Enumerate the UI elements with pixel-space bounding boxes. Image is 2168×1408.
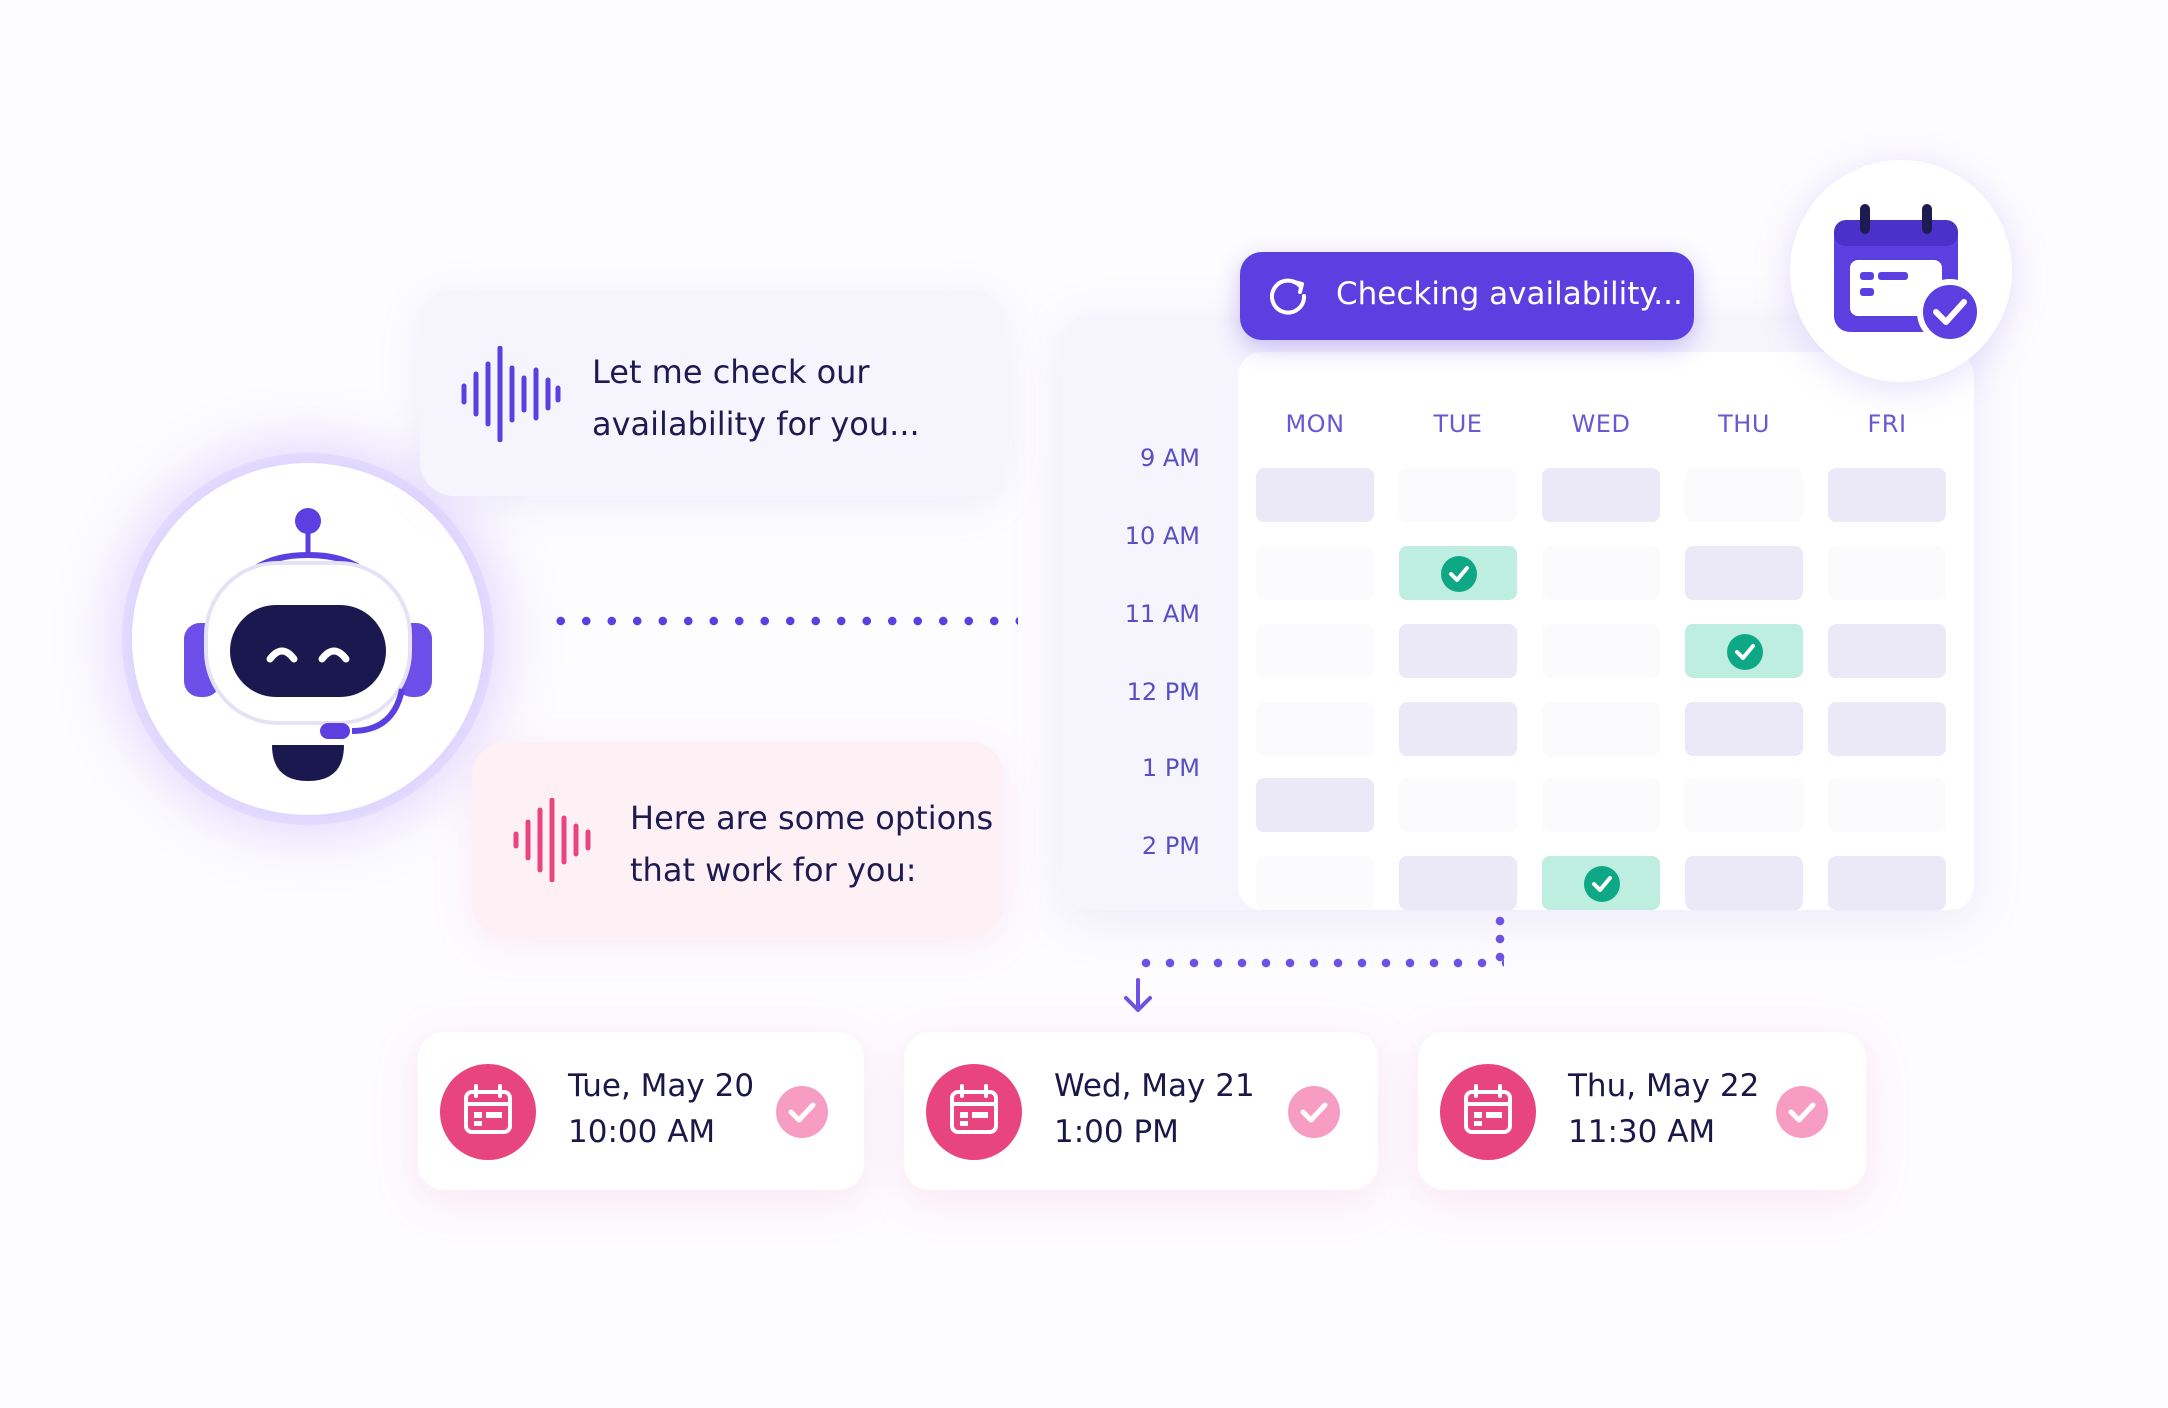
calendar-icon xyxy=(1440,1064,1536,1160)
time-slot[interactable] xyxy=(1399,856,1517,910)
time-label: 12 PM xyxy=(1126,678,1200,706)
time-slot[interactable] xyxy=(1542,468,1660,522)
time-slot[interactable] xyxy=(1685,702,1803,756)
time-slot-available[interactable] xyxy=(1542,856,1660,910)
time-slot[interactable] xyxy=(1399,468,1517,522)
option-time: 10:00 AM xyxy=(568,1114,716,1150)
time-slot[interactable] xyxy=(1256,624,1374,678)
option-date: Tue, May 20 xyxy=(568,1068,755,1104)
calendar-check-icon xyxy=(1834,204,1983,345)
robot-headset-icon xyxy=(184,508,432,781)
time-label: 1 PM xyxy=(1141,754,1200,782)
day-header: THU xyxy=(1718,410,1770,438)
time-slot[interactable] xyxy=(1256,702,1374,756)
option-time: 11:30 AM xyxy=(1568,1114,1716,1150)
time-label: 2 PM xyxy=(1141,832,1200,860)
time-slot[interactable] xyxy=(1685,546,1803,600)
appointment-option[interactable]: Wed, May 21 1:00 PM xyxy=(904,1032,1378,1190)
option-date: Thu, May 22 xyxy=(1568,1068,1760,1104)
time-slot[interactable] xyxy=(1828,546,1946,600)
time-slot[interactable] xyxy=(1256,468,1374,522)
time-slot[interactable] xyxy=(1542,778,1660,832)
check-circle-icon xyxy=(1727,634,1763,670)
connector-dots xyxy=(1495,912,1505,968)
checking-availability-status: Checking availability... xyxy=(1240,252,1694,340)
time-slot[interactable] xyxy=(1685,778,1803,832)
time-label: 10 AM xyxy=(1124,522,1200,550)
day-header: MON xyxy=(1285,410,1345,438)
time-slot[interactable] xyxy=(1542,546,1660,600)
assistant-avatar xyxy=(132,463,484,815)
connector-dots xyxy=(548,616,1018,626)
time-slot-available[interactable] xyxy=(1399,546,1517,600)
time-slot[interactable] xyxy=(1399,778,1517,832)
assistant-message-1: Let me check our availability for you... xyxy=(420,290,1004,496)
time-slot[interactable] xyxy=(1542,624,1660,678)
time-slot[interactable] xyxy=(1256,778,1374,832)
time-slot[interactable] xyxy=(1399,702,1517,756)
message-text: Here are some options that work for you: xyxy=(630,799,994,889)
time-slot[interactable] xyxy=(1828,702,1946,756)
time-slot[interactable] xyxy=(1685,468,1803,522)
time-label: 9 AM xyxy=(1139,444,1200,472)
appointment-option[interactable]: Tue, May 20 10:00 AM xyxy=(418,1032,864,1190)
check-circle-icon[interactable] xyxy=(1776,1086,1828,1138)
appointment-option[interactable]: Thu, May 22 11:30 AM xyxy=(1418,1032,1866,1190)
day-header: TUE xyxy=(1433,410,1483,438)
calendar-badge xyxy=(1790,160,2012,382)
arrow-down-icon xyxy=(1124,978,1152,1012)
calendar-icon xyxy=(926,1064,1022,1160)
time-slot[interactable] xyxy=(1399,624,1517,678)
time-slot[interactable] xyxy=(1828,778,1946,832)
time-slot[interactable] xyxy=(1542,702,1660,756)
time-slot[interactable] xyxy=(1256,856,1374,910)
connector-dots xyxy=(1134,958,1504,968)
time-slot[interactable] xyxy=(1685,856,1803,910)
message-text: Let me check our availability for you... xyxy=(592,353,920,443)
time-slot[interactable] xyxy=(1256,546,1374,600)
check-circle-icon xyxy=(1441,556,1477,592)
time-slot-available[interactable] xyxy=(1685,624,1803,678)
day-header: WED xyxy=(1571,410,1631,438)
option-date: Wed, May 21 xyxy=(1054,1068,1255,1104)
day-header: FRI xyxy=(1867,410,1907,438)
time-slot[interactable] xyxy=(1828,624,1946,678)
assistant-message-2: Here are some options that work for you: xyxy=(472,742,1004,936)
calendar-icon xyxy=(440,1064,536,1160)
time-slot[interactable] xyxy=(1828,856,1946,910)
check-circle-icon xyxy=(1584,866,1620,902)
voice-wave-icon xyxy=(513,798,591,882)
availability-calendar: MON TUE WED THU FRI xyxy=(1062,316,1974,910)
status-label: Checking availability... xyxy=(1336,276,1683,312)
calendar-grid: MON TUE WED THU FRI xyxy=(1238,352,1974,910)
check-circle-icon[interactable] xyxy=(1288,1086,1340,1138)
voice-wave-icon xyxy=(461,346,561,442)
option-time: 1:00 PM xyxy=(1054,1114,1179,1150)
refresh-icon xyxy=(1270,278,1307,315)
time-label: 11 AM xyxy=(1124,600,1200,628)
check-circle-icon[interactable] xyxy=(776,1086,828,1138)
time-slot[interactable] xyxy=(1828,468,1946,522)
